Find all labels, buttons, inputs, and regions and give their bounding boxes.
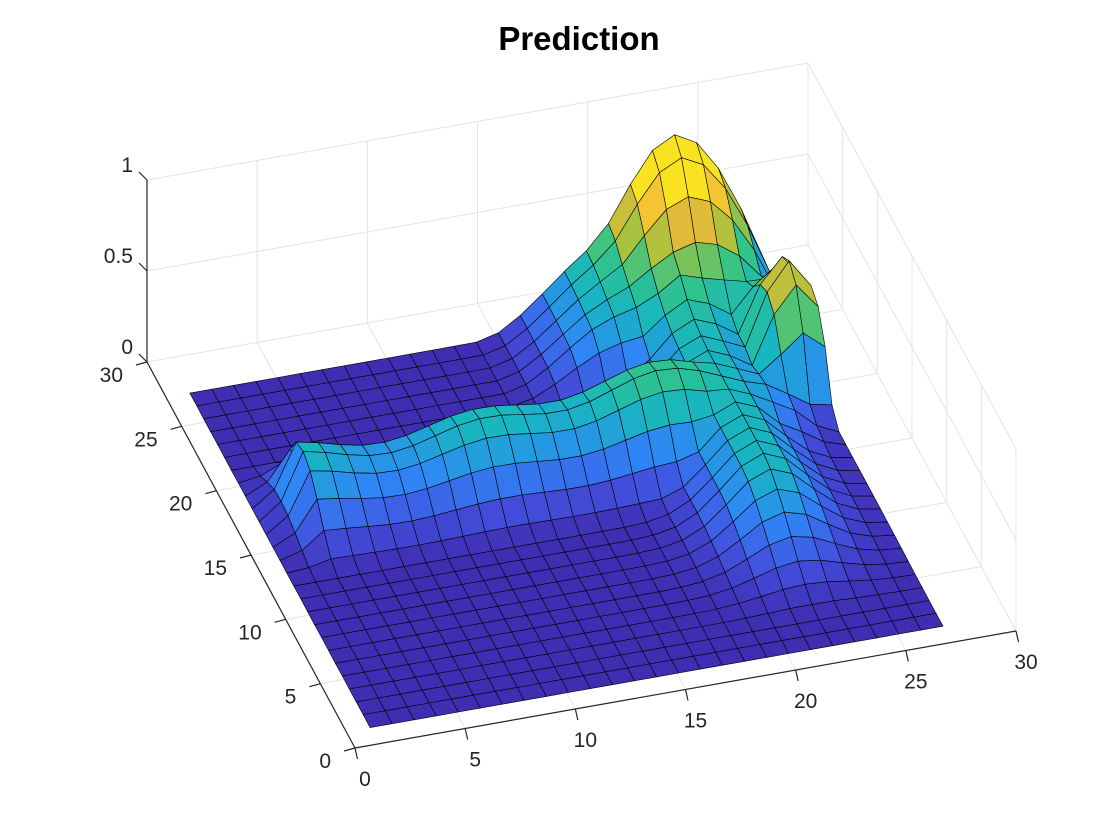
y-tick [205, 490, 217, 495]
chart-title: Prediction [498, 20, 659, 57]
surface-patch [913, 612, 944, 631]
y-tick-label: 25 [134, 428, 157, 451]
grid-line [146, 153, 1017, 541]
x-tick-label: 10 [574, 729, 597, 752]
x-tick [464, 728, 469, 740]
surface-mesh [189, 134, 944, 728]
x-tick [1015, 630, 1020, 643]
y-tick [274, 618, 286, 623]
z-tick [138, 171, 148, 181]
z-tick [138, 262, 148, 272]
x-tick [905, 650, 909, 662]
y-tick [135, 361, 148, 366]
y-tick-label: 20 [169, 493, 192, 516]
chart-axes [135, 171, 1020, 760]
y-tick-label: 0 [319, 750, 331, 773]
tick-labels: 0 5 10 15 20 25 30 0 5 10 15 20 25 30 0 0.5 1 [100, 154, 1038, 791]
y-tick-label: 5 [285, 686, 297, 709]
x-tick [574, 708, 579, 721]
x-tick-label: 30 [1014, 651, 1037, 674]
y-tick [170, 425, 182, 430]
grid-line [807, 244, 1017, 632]
grid-line [146, 62, 1017, 450]
y-tick-label: 30 [100, 364, 123, 387]
x-tick-label: 0 [359, 768, 371, 791]
y-tick [343, 747, 356, 752]
x-tick-label: 25 [904, 671, 927, 694]
y-tick [309, 683, 321, 688]
x-tick [354, 747, 359, 760]
x-tick [684, 689, 689, 701]
y-tick [239, 554, 252, 559]
z-tick-label: 1 [121, 154, 133, 177]
x-tick-label: 20 [794, 690, 817, 713]
y-tick-label: 15 [204, 557, 227, 580]
x-tick-label: 15 [684, 710, 707, 733]
x-tick-label: 5 [469, 749, 481, 772]
y-tick-label: 10 [238, 621, 261, 644]
z-tick-label: 0.5 [104, 245, 133, 268]
z-tick-label: 0 [121, 336, 133, 359]
z-tick [138, 353, 148, 363]
x-tick [795, 669, 799, 682]
